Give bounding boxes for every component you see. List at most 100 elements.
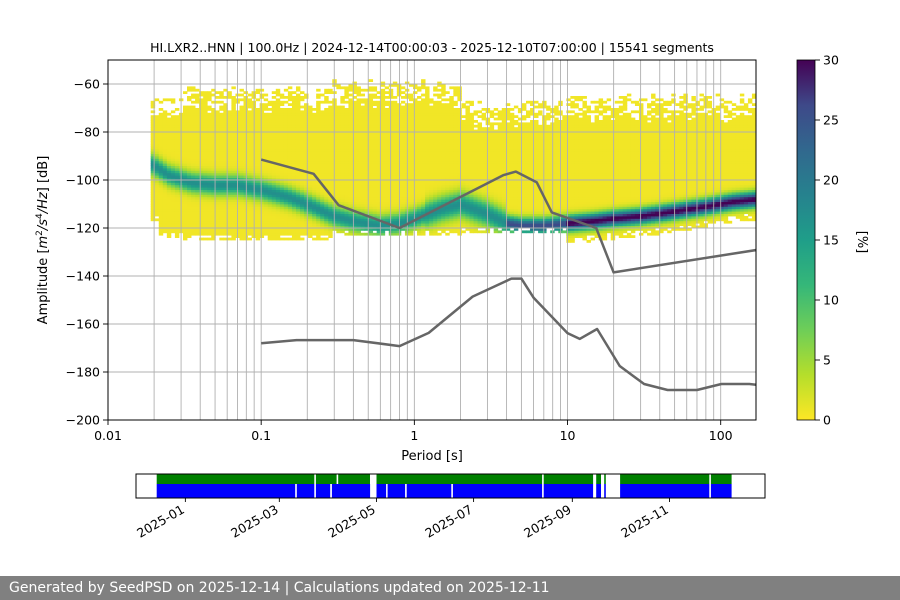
heatmap-cell [380, 98, 386, 102]
heatmap-cell [493, 213, 499, 217]
heatmap-cell [223, 187, 228, 190]
heatmap-cell [195, 98, 200, 102]
heatmap-cell [267, 211, 273, 214]
heatmap-cell [203, 96, 208, 99]
heatmap-cell [211, 237, 216, 241]
heatmap-cell [287, 225, 293, 229]
heatmap-cell [219, 158, 224, 162]
heatmap-cell [372, 211, 378, 214]
heatmap-cell [223, 194, 228, 198]
heatmap-cell [465, 158, 470, 162]
heatmap-cell [356, 91, 361, 94]
heatmap-cell [441, 146, 446, 150]
heatmap-cell [364, 168, 370, 171]
heatmap-cell [392, 136, 398, 140]
heatmap-cell [304, 168, 309, 171]
heatmap-cell [417, 134, 422, 138]
heatmap-cell [328, 148, 333, 152]
heatmap-cell [166, 187, 172, 190]
heatmap-cell [291, 151, 297, 154]
heatmap-cell [324, 194, 329, 198]
heatmap-cell [215, 158, 220, 162]
heatmap-cell [195, 115, 200, 118]
heatmap-cell [223, 165, 228, 169]
heatmap-cell [263, 127, 269, 130]
heatmap-cell [368, 199, 374, 202]
heatmap-cell [231, 153, 236, 157]
heatmap-cell [469, 177, 474, 181]
heatmap-cell [457, 115, 462, 118]
heatmap-cell [223, 201, 228, 205]
heatmap-cell [380, 88, 386, 92]
heatmap-cell [227, 170, 232, 174]
heatmap-cell [368, 122, 374, 126]
heatmap-cell [199, 100, 204, 104]
heatmap-cell [417, 211, 422, 214]
heatmap-cell [372, 156, 378, 159]
heatmap-cell [368, 192, 374, 195]
heatmap-cell [449, 112, 454, 116]
heatmap-cell [223, 120, 228, 123]
heatmap-cell [211, 124, 216, 128]
heatmap-cell [312, 136, 317, 140]
heatmap-cell [219, 232, 224, 236]
heatmap-cell [340, 108, 345, 111]
heatmap-cell [304, 220, 309, 224]
heatmap-cell [158, 218, 164, 222]
heatmap-cell [182, 208, 188, 212]
heatmap-cell [413, 208, 418, 212]
heatmap-cell [372, 129, 378, 133]
heatmap-cell [316, 122, 321, 126]
heatmap-cell [497, 163, 503, 166]
heatmap-cell [275, 146, 281, 150]
heatmap-cell [275, 122, 281, 126]
heatmap-cell [300, 158, 305, 162]
heatmap-cell [287, 129, 293, 133]
heatmap-cell [207, 172, 212, 176]
heatmap-cell [243, 220, 248, 224]
heatmap-cell [158, 134, 164, 138]
heatmap-cell [376, 96, 382, 99]
heatmap-cell [445, 115, 450, 118]
heatmap-cell [348, 129, 353, 133]
heatmap-cell [425, 194, 430, 198]
heatmap-cell [465, 132, 470, 135]
heatmap-cell [437, 110, 442, 114]
heatmap-cell [417, 146, 422, 150]
heatmap-cell [211, 151, 216, 154]
heatmap-cell [449, 146, 454, 150]
heatmap-cell [295, 201, 301, 205]
heatmap-cell [421, 170, 426, 174]
heatmap-cell [166, 132, 172, 135]
heatmap-cell [231, 115, 236, 118]
heatmap-cell [437, 223, 442, 226]
heatmap-cell [461, 158, 466, 162]
heatmap-cell [477, 115, 482, 118]
heatmap-cell [493, 153, 499, 157]
heatmap-cell [199, 160, 204, 164]
heatmap-cell [279, 208, 285, 212]
heatmap-cell [413, 172, 418, 176]
heatmap-cell [247, 177, 252, 181]
heatmap-cell [182, 156, 188, 159]
heatmap-cell [312, 180, 317, 183]
heatmap-cell [191, 168, 196, 171]
heatmap-cell [187, 88, 192, 92]
heatmap-cell [150, 204, 156, 207]
heatmap-cell [449, 168, 454, 171]
heatmap-cell [203, 199, 208, 202]
heatmap-cell [243, 100, 248, 104]
heatmap-cell [437, 184, 442, 188]
heatmap-cell [223, 192, 228, 195]
heatmap-cell [324, 160, 329, 164]
heatmap-cell [376, 151, 382, 154]
heatmap-cell [316, 216, 321, 219]
heatmap-cell [360, 182, 365, 186]
heatmap-cell [497, 153, 503, 157]
heatmap-cell [203, 175, 208, 178]
heatmap-cell [308, 160, 313, 164]
heatmap-cell [364, 124, 370, 128]
heatmap-cell [441, 218, 446, 222]
heatmap-cell [203, 100, 208, 104]
heatmap-cell [364, 196, 370, 200]
